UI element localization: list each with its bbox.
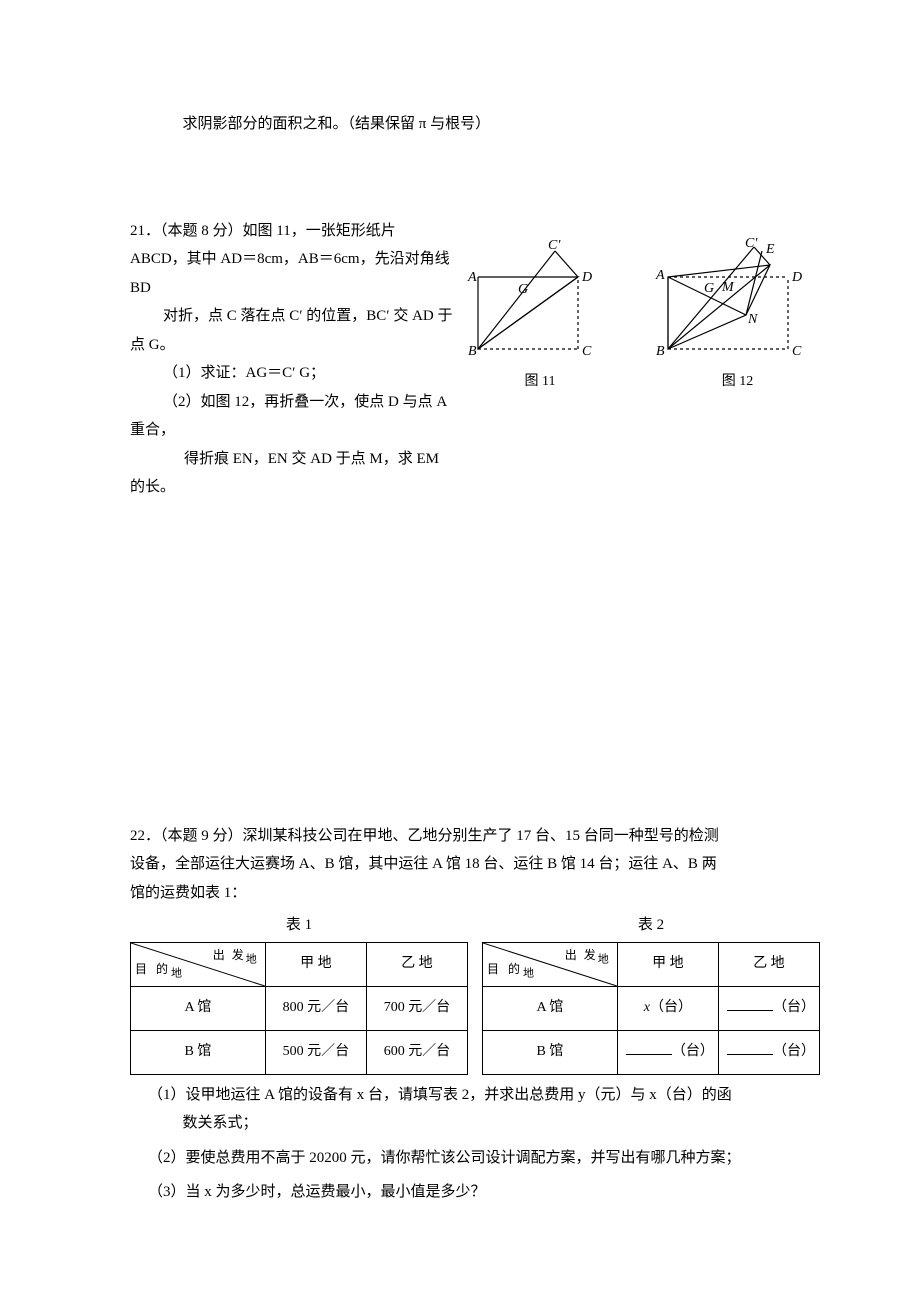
t2-r1c2: （台）: [718, 986, 819, 1030]
q21-line1: 21．（本题 8 分）如图 11，一张矩形纸片 ABCD，其中 AD＝8cm，A…: [130, 217, 454, 303]
q21-sub2a: （2）如图 12，再折叠一次，使点 D 与点 A 重合，: [130, 388, 454, 445]
q22-sub3: （3）当 x 为多少时，总运费最小，最小值是多少？: [130, 1178, 820, 1207]
t1-r1c2: 700 元／台: [366, 986, 467, 1030]
table-2-block: 表 2 出 发地 目 的地 甲 地 乙 地 A 馆 x（台） （台）: [482, 911, 820, 1075]
question-21-figures: A B C D C′ G 图 11: [460, 237, 825, 502]
label-Cp: C′: [745, 237, 758, 251]
label-A: A: [655, 268, 665, 283]
label-D: D: [581, 270, 592, 285]
t2-h2: 乙 地: [718, 942, 819, 986]
label-A: A: [467, 270, 477, 285]
q22-intro1: 22．（本题 9 分）深圳某科技公司在甲地、乙地分别生产了 17 台、15 台同…: [130, 822, 820, 851]
table-2-diag: 出 发地 目 的地: [483, 942, 618, 986]
q21-line2: 对折，点 C 落在点 C′ 的位置，BC′ 交 AD 于点 G。: [130, 302, 454, 359]
t1-r2c1: 500 元／台: [265, 1030, 366, 1074]
label-G: G: [518, 282, 528, 297]
label-N: N: [747, 312, 758, 327]
question-22: 22．（本题 9 分）深圳某科技公司在甲地、乙地分别生产了 17 台、15 台同…: [130, 822, 820, 1207]
label-C: C: [582, 344, 592, 359]
t1-r2c0: B 馆: [131, 1030, 266, 1074]
q22-sub1b: 数关系式；: [130, 1109, 820, 1138]
figure-11-caption: 图 11: [460, 369, 620, 396]
t2-r2c0: B 馆: [483, 1030, 618, 1074]
label-M: M: [721, 280, 735, 295]
t1-h1: 甲 地: [265, 942, 366, 986]
t1-r2c2: 600 元／台: [366, 1030, 467, 1074]
q22-intro3: 馆的运费如表 1：: [130, 879, 820, 908]
q21-sub1: （1）求证：AG＝C′ G；: [130, 359, 454, 388]
t2-r2c2: （台）: [718, 1030, 819, 1074]
label-Cp: C′: [548, 238, 561, 253]
label-B: B: [468, 344, 477, 359]
q22-sub1a: （1）设甲地运往 A 馆的设备有 x 台，请填写表 2，并求出总费用 y（元）与…: [130, 1081, 820, 1110]
t1-r1c1: 800 元／台: [265, 986, 366, 1030]
table-1-block: 表 1 出 发地 目 的地 甲 地 乙 地 A 馆 800 元／台 700 元／…: [130, 911, 468, 1075]
t2-r1c0: A 馆: [483, 986, 618, 1030]
q22-sub2: （2）要使总费用不高于 20200 元，请你帮忙该公司设计调配方案，并写出有哪几…: [130, 1144, 820, 1173]
t2-h1: 甲 地: [617, 942, 718, 986]
table-1-diag: 出 发地 目 的地: [131, 942, 266, 986]
label-C: C: [792, 344, 802, 359]
t1-h2: 乙 地: [366, 942, 467, 986]
label-E: E: [765, 242, 775, 257]
t1-r1c0: A 馆: [131, 986, 266, 1030]
t2-r1c1: x（台）: [617, 986, 718, 1030]
t2-r2c1: （台）: [617, 1030, 718, 1074]
tables-row: 表 1 出 发地 目 的地 甲 地 乙 地 A 馆 800 元／台 700 元／…: [130, 911, 820, 1075]
figure-12: A B C D C′ E G M N 图 12: [650, 237, 825, 502]
q21-sub2b: 得折痕 EN，EN 交 AD 于点 M，求 EM 的长。: [130, 445, 454, 502]
table-2: 出 发地 目 的地 甲 地 乙 地 A 馆 x（台） （台） B 馆 （台） （…: [482, 942, 820, 1075]
label-B: B: [656, 344, 665, 359]
table-2-caption: 表 2: [482, 911, 820, 940]
figure-12-caption: 图 12: [650, 369, 825, 396]
question-20-fragment: 求阴影部分的面积之和。（结果保留 π 与根号）: [130, 110, 820, 139]
label-D: D: [791, 270, 802, 285]
q22-intro2: 设备，全部运往大运赛场 A、B 馆，其中运往 A 馆 18 台、运往 B 馆 1…: [130, 850, 820, 879]
table-1: 出 发地 目 的地 甲 地 乙 地 A 馆 800 元／台 700 元／台 B …: [130, 942, 468, 1075]
question-21: 21．（本题 8 分）如图 11，一张矩形纸片 ABCD，其中 AD＝8cm，A…: [130, 217, 820, 502]
label-G: G: [704, 281, 714, 296]
question-21-text: 21．（本题 8 分）如图 11，一张矩形纸片 ABCD，其中 AD＝8cm，A…: [130, 217, 460, 502]
table-1-caption: 表 1: [130, 911, 468, 940]
figure-11: A B C D C′ G 图 11: [460, 237, 620, 502]
